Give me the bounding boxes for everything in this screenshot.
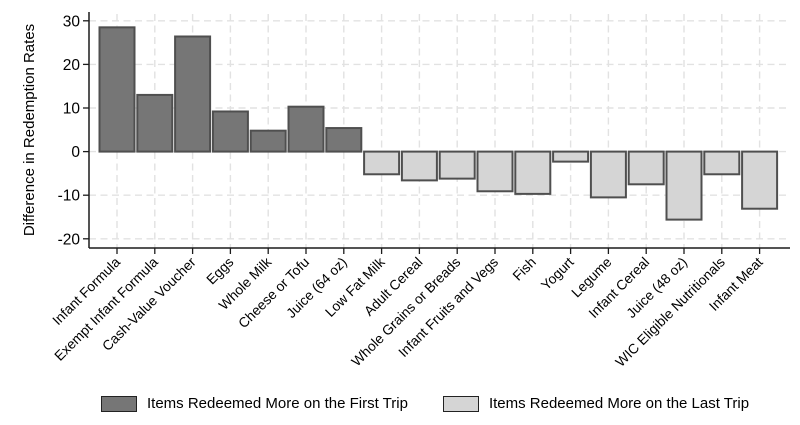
- bar-whole-milk: [249, 129, 287, 153]
- y-axis-title: Difference in Redemption Rates: [21, 24, 38, 236]
- bar-eggs: [211, 110, 249, 153]
- bar-infant-meat: [741, 150, 779, 210]
- legend-label-first-trip: Items Redeemed More on the First Trip: [147, 395, 408, 412]
- bar-juice-48-oz-: [665, 150, 703, 221]
- bar-adult-cereal: [400, 150, 438, 182]
- bar-cash-value-voucher: [174, 35, 212, 153]
- y-tick-label: -20: [58, 231, 81, 248]
- bar-infant-fruits-and-vegs: [476, 150, 514, 193]
- y-tick-label: 20: [63, 57, 81, 74]
- bar-yogurt: [552, 150, 590, 163]
- bar-cheese-or-tofu: [287, 105, 325, 153]
- bar-low-fat-milk: [363, 150, 401, 176]
- bar-juice-64-oz-: [325, 127, 363, 153]
- y-tick-label: 30: [63, 13, 81, 30]
- bar-exempt-infant-formula: [136, 93, 174, 153]
- legend-swatch-last-trip-icon: [442, 395, 479, 412]
- y-tick-label: -10: [58, 188, 81, 205]
- x-tick-label-fish: Fish: [510, 255, 539, 284]
- legend-label-last-trip: Items Redeemed More on the Last Trip: [488, 395, 750, 412]
- bar-wic-eligible-nutritionals: [703, 150, 741, 176]
- y-tick-label: 0: [71, 144, 80, 161]
- x-tick-label-eggs: Eggs: [204, 254, 237, 287]
- legend: Items Redeemed More on the First Trip It…: [101, 395, 749, 412]
- bar-legume: [589, 150, 627, 199]
- legend-entry-last-trip: Items Redeemed More on the Last Trip: [442, 395, 750, 412]
- legend-entry-first-trip: Items Redeemed More on the First Trip: [101, 395, 408, 412]
- bar-infant-formula: [98, 26, 136, 153]
- bar-whole-grains-or-breads: [438, 150, 476, 180]
- bar-infant-cereal: [627, 150, 665, 186]
- y-tick-label: 10: [63, 101, 81, 118]
- bar-fish: [514, 150, 552, 195]
- legend-swatch-first-trip-icon: [101, 395, 137, 412]
